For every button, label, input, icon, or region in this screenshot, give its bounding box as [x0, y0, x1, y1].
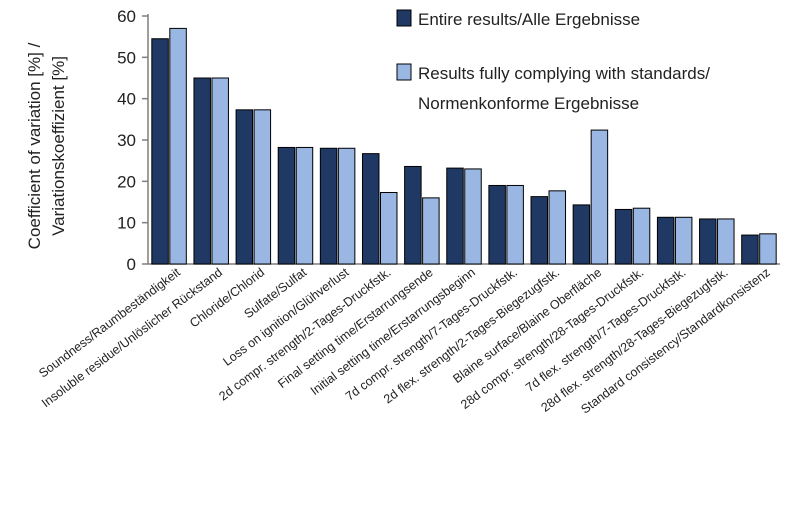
- bar-complying-results: [632, 207, 651, 265]
- y-tick-label: 0: [127, 255, 136, 274]
- bar-entire-results: [656, 216, 675, 265]
- legend-swatch-complying-results: [396, 63, 412, 81]
- y-axis-title-line-1: Coefficient of variation [%] /: [25, 42, 44, 249]
- legend-label-line-1: Results fully complying with standards/: [418, 64, 710, 83]
- y-ticks: 0 10 20 30 40 50 60: [117, 7, 148, 274]
- bar-complying-results: [169, 27, 187, 265]
- bar-entire-results: [572, 204, 591, 265]
- bar-complying-results: [674, 216, 693, 265]
- bar-complying-results: [337, 147, 356, 265]
- bar-complying-results: [295, 146, 314, 265]
- y-tick-label: 40: [117, 90, 136, 109]
- bar-complying-results: [422, 197, 440, 265]
- bars: [151, 27, 777, 265]
- bar-complying-results: [253, 109, 272, 265]
- bar-complying-results: [759, 233, 777, 265]
- bar-entire-results: [193, 77, 211, 265]
- x-tick-label: Insoluble residue/Unlöslicher Rückstand: [39, 265, 225, 410]
- bar-complying-results: [717, 218, 735, 265]
- legend-swatch-entire-results: [396, 9, 412, 27]
- bar-entire-results: [151, 38, 169, 265]
- legend-label-line-2: Normenkonforme Ergebnisse: [418, 94, 639, 113]
- bar-complying-results: [590, 129, 609, 265]
- y-tick-label: 10: [117, 214, 136, 233]
- bar-entire-results: [741, 234, 759, 265]
- legend-label-complying-results: Results fully complying with standards/N…: [418, 64, 710, 113]
- bar-entire-results: [530, 196, 549, 265]
- bar-entire-results: [699, 218, 717, 265]
- bar-entire-results: [614, 208, 633, 265]
- x-tick-label: Chloride/Chlorid: [187, 265, 267, 330]
- bar-entire-results: [488, 184, 506, 265]
- legend: Entire results/Alle Ergebnisse Results fu…: [396, 9, 710, 113]
- bar-entire-results: [404, 165, 422, 265]
- bar-entire-results: [277, 146, 296, 265]
- y-tick-label: 60: [117, 7, 136, 26]
- bar-complying-results: [464, 168, 482, 265]
- y-tick-label: 30: [117, 131, 136, 150]
- legend-label-entire-results: Entire results/Alle Ergebnisse: [418, 10, 640, 29]
- bar-entire-results: [235, 109, 254, 265]
- bar-entire-results: [319, 147, 338, 265]
- y-tick-label: 20: [117, 172, 136, 191]
- y-axis-title-line-2: Variationskoeffizient [%]: [49, 56, 68, 236]
- bar-complying-results: [506, 184, 524, 265]
- bar-complying-results: [211, 77, 229, 265]
- bar-entire-results: [361, 153, 380, 265]
- bar-entire-results: [446, 167, 464, 265]
- y-tick-label: 50: [117, 48, 136, 67]
- bar-complying-results: [548, 190, 567, 265]
- bar-complying-results: [379, 191, 398, 265]
- y-axis-title: Coefficient of variation [%] / Variation…: [25, 42, 68, 249]
